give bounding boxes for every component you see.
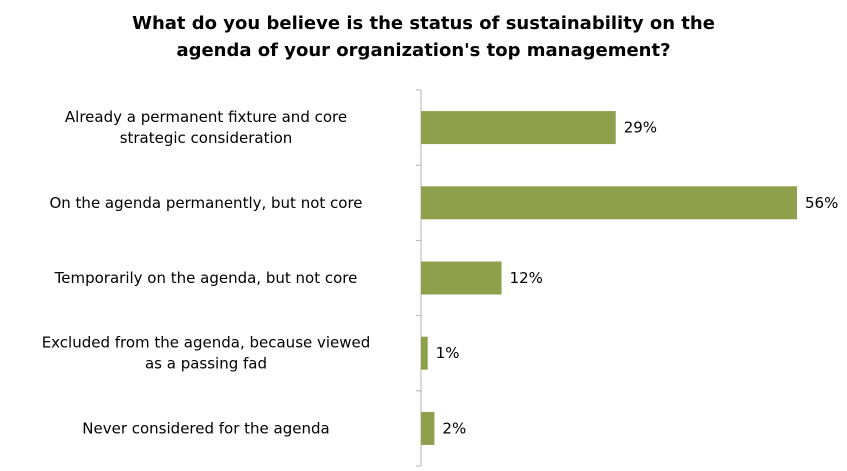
chart-title-line-1: What do you believe is the status of sus… [132, 13, 715, 34]
category-label-line: as a passing fad [145, 355, 267, 373]
category-label-1: Already a permanent fixture and core stra… [65, 108, 347, 147]
category-label-2: On the agenda permanently, but not core [49, 194, 362, 212]
bar-5 [421, 411, 435, 445]
chart-title-line-2: agenda of your organization's top manage… [176, 40, 671, 61]
chart-title: What do you believe is the status of sus… [0, 10, 847, 64]
category-label-line: On the agenda permanently, but not core [49, 194, 362, 212]
data-label-3: 12% [510, 269, 543, 287]
data-label-5: 2% [442, 419, 466, 437]
category-label-3: Temporarily on the agenda, but not core [54, 269, 358, 287]
bar-1 [421, 111, 616, 145]
data-label-1: 29% [624, 119, 657, 137]
category-label-line: Never considered for the agenda [82, 419, 329, 437]
bar-4 [421, 336, 428, 370]
data-label-4: 1% [436, 344, 460, 362]
category-label-line: Temporarily on the agenda, but not core [54, 269, 358, 287]
category-label-line: Excluded from the agenda, because viewed [42, 334, 371, 352]
category-label-line: strategic consideration [120, 129, 293, 147]
bar-2 [421, 186, 797, 220]
data-label-2: 56% [805, 194, 838, 212]
bar-3 [421, 261, 502, 295]
category-label-4: Excluded from the agenda, because viewed… [42, 334, 371, 373]
category-label-5: Never considered for the agenda [82, 419, 329, 437]
category-label-line: Already a permanent fixture and core [65, 108, 347, 126]
